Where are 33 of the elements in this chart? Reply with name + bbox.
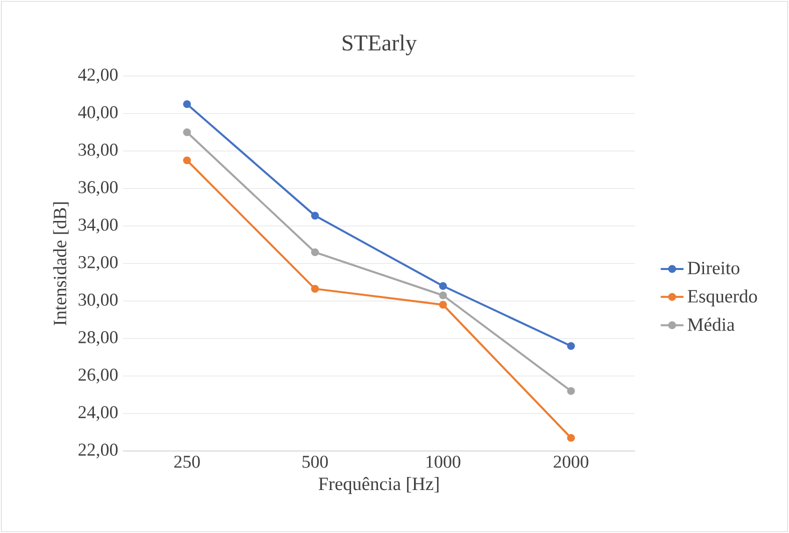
point [567,434,575,442]
x-axis-title: Frequência [Hz] [318,477,438,494]
y-tick-label: 32,00 [78,256,118,271]
y-tick-label: 36,00 [78,181,118,196]
y-tick-label: 38,00 [78,144,118,158]
y-tick-label: 26,00 [78,368,118,384]
point [183,128,191,136]
y-tick-label: 34,00 [78,218,118,234]
point [439,291,447,300]
point [311,248,319,256]
y-axis-title: Intensidade [dB] [53,202,69,326]
x-tick-label: 2000 [554,456,588,468]
x-tick-label: 250 [174,456,200,468]
legend-label: Média [688,318,735,331]
x-tick-label: 500 [302,456,328,468]
point [567,387,575,395]
y-tick-label: 30,00 [78,294,118,308]
point [567,342,575,350]
point [311,212,319,220]
y-tick-label: 28,00 [78,331,118,346]
point [311,284,319,293]
y-tick-label: 24,00 [78,406,118,421]
legend-label: Direito [688,262,740,274]
point [183,156,191,164]
x-tick-label: 1000 [426,456,460,468]
legend-label: Esquerdo [688,289,757,306]
point [183,100,191,108]
chart-title: STEarly [342,34,417,56]
y-tick-label: 22,00 [78,444,118,458]
point [439,300,447,309]
y-tick-label: 40,00 [78,106,118,121]
point [439,282,447,290]
y-tick-label: 42,00 [78,68,118,84]
